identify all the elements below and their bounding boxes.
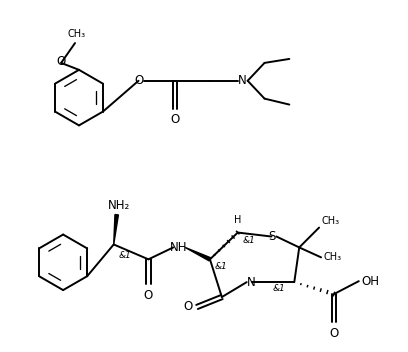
Text: O: O <box>171 113 180 126</box>
Text: CH₃: CH₃ <box>68 29 86 39</box>
Text: &1: &1 <box>243 235 255 245</box>
Text: &1: &1 <box>215 262 228 271</box>
Text: &1: &1 <box>273 284 285 293</box>
Text: CH₃: CH₃ <box>323 252 341 262</box>
Text: NH: NH <box>169 241 187 254</box>
Text: O: O <box>57 55 66 68</box>
Text: CH₃: CH₃ <box>321 216 339 226</box>
Text: N: N <box>247 276 256 289</box>
Text: OH: OH <box>362 275 380 288</box>
Text: S: S <box>268 230 275 243</box>
Text: &1: &1 <box>119 251 131 260</box>
Text: NH₂: NH₂ <box>108 199 130 212</box>
Polygon shape <box>114 214 118 244</box>
Text: O: O <box>144 289 153 302</box>
Text: O: O <box>184 301 193 314</box>
Polygon shape <box>185 247 211 261</box>
Text: H: H <box>234 215 242 225</box>
Text: O: O <box>134 74 143 87</box>
Text: N: N <box>238 74 247 87</box>
Text: O: O <box>329 327 339 340</box>
